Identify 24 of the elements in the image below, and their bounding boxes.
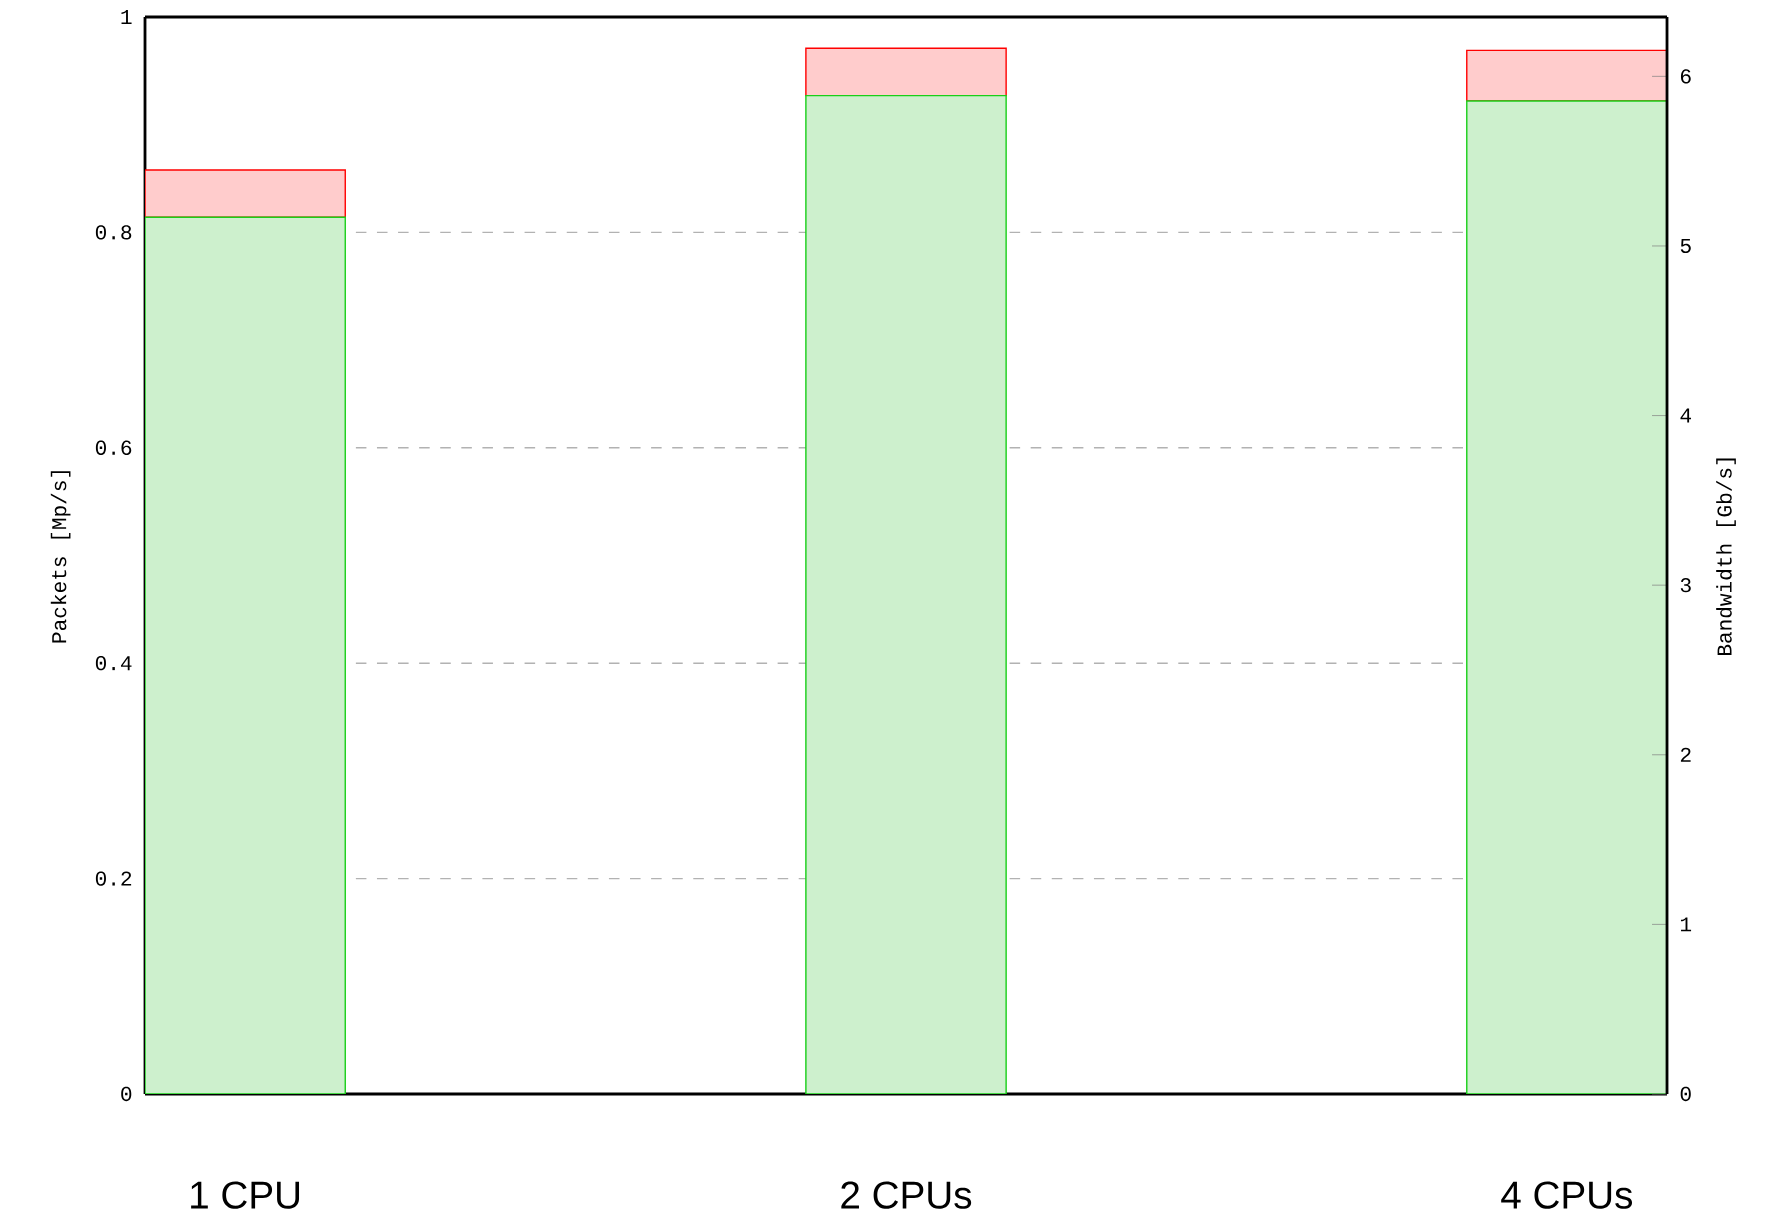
y-tick-label: 0.6 <box>95 440 132 455</box>
y-tick-label: 0 <box>121 1086 132 1102</box>
bar <box>1466 100 1668 1094</box>
y2-tick-label: 0 <box>1680 1086 1691 1102</box>
y-axis-title: Packets [Mp/s] <box>50 471 71 643</box>
x-tick-label: 2 CPUs <box>841 1181 972 1209</box>
y-tick-label: 1 <box>121 10 132 24</box>
bar <box>145 216 346 1094</box>
y2-tick-label: 3 <box>1680 578 1691 593</box>
y2-axis-title: Bandwidth [Gb/s] <box>1716 458 1736 656</box>
bar <box>805 94 1007 1094</box>
bar <box>1466 49 1668 102</box>
y2-tick-label: 1 <box>1680 917 1692 932</box>
x-tick-label: 1 CPU <box>191 1181 300 1209</box>
y-tick-label: 0.4 <box>95 656 132 671</box>
bar <box>805 47 1007 97</box>
y2-tick-label: 4 <box>1680 408 1692 423</box>
y2-tick-label: 2 <box>1680 747 1691 762</box>
x-tick-label: 4 CPUs <box>1501 1181 1633 1209</box>
y-tick-label: 0.2 <box>95 871 132 886</box>
y2-tick-label: 5 <box>1680 238 1691 254</box>
y2-tick-label: 6 <box>1680 69 1691 84</box>
bar <box>145 169 346 219</box>
y-tick-label: 0.8 <box>95 225 132 240</box>
